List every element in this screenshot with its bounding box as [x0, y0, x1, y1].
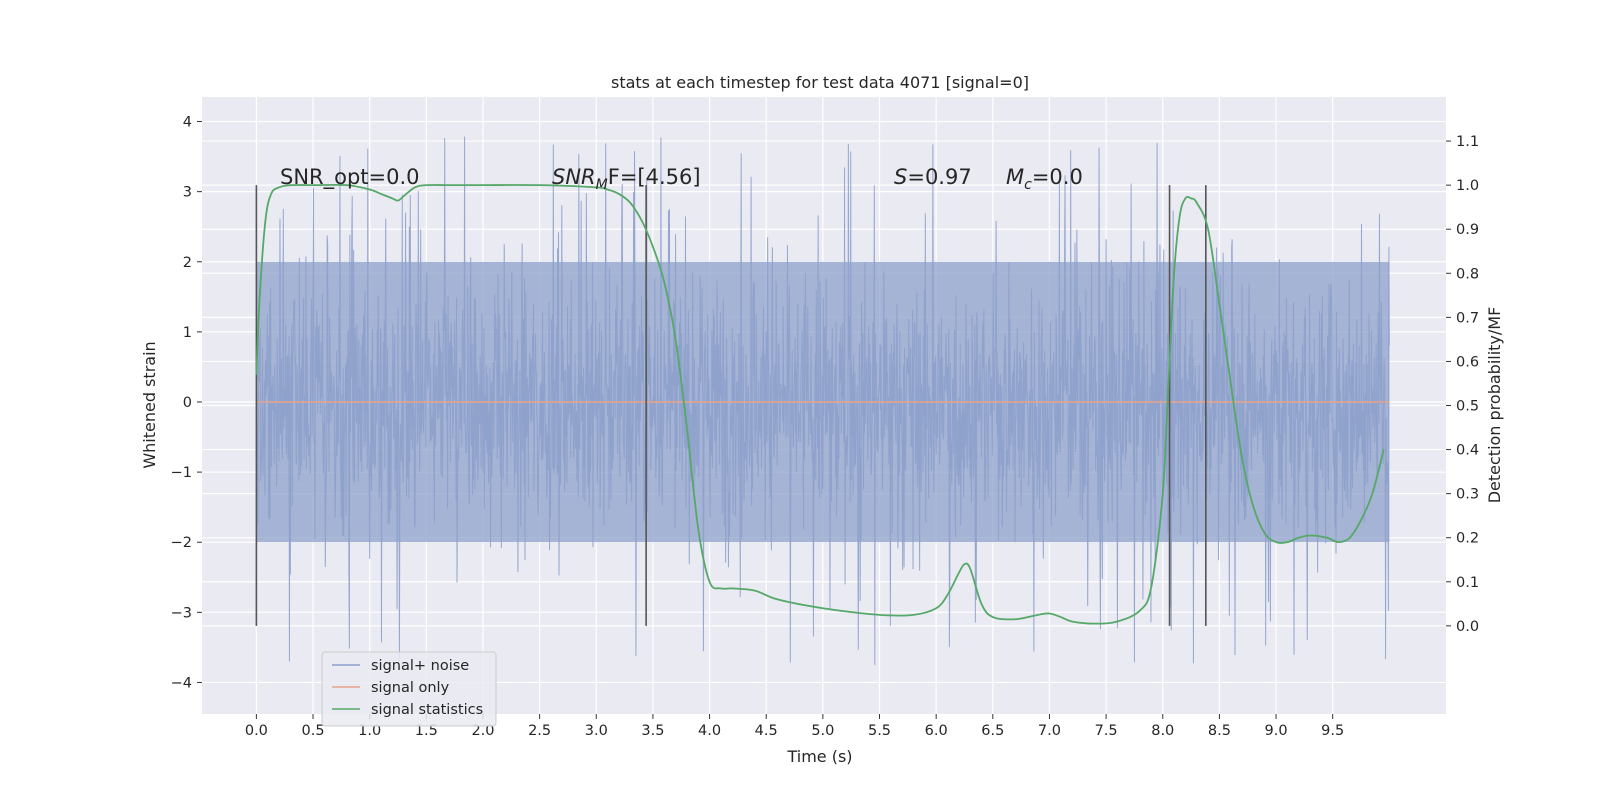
y-tick-label-right: 0.9 — [1456, 222, 1479, 238]
y-tick-label-right: 0.0 — [1456, 619, 1479, 635]
y-tick-label-left: −3 — [171, 605, 192, 621]
y-axis-label-right: Detection probability/MF — [1485, 307, 1504, 504]
y-tick-label-right: 0.8 — [1456, 266, 1479, 282]
x-tick-label: 2.0 — [471, 723, 494, 739]
annotation-snr-mf-rest: F=[4.56] — [608, 165, 701, 189]
x-tick-label: 5.5 — [868, 723, 891, 739]
x-tick-label: 3.0 — [585, 723, 608, 739]
legend: signal+ noise signal only signal statist… — [321, 651, 497, 727]
annotation-snr-mf-sub: M — [596, 177, 608, 193]
x-tick-label: 8.5 — [1208, 723, 1231, 739]
y-tick-label-right: 0.3 — [1456, 487, 1479, 503]
annotation-snr-opt: SNR_opt=0.0 — [280, 165, 420, 190]
annotation-mc-sub: c — [1024, 177, 1032, 193]
y-tick-label-right: 0.4 — [1456, 443, 1479, 459]
y-tick-label-right: 0.5 — [1456, 399, 1479, 415]
x-tick-label: 1.0 — [358, 723, 381, 739]
y-tick-label-right: 0.6 — [1456, 354, 1479, 370]
annotation-s-label: S — [894, 165, 907, 189]
x-tick-label: 3.5 — [641, 723, 664, 739]
x-tick-label: 4.0 — [698, 723, 721, 739]
legend-label-signal-noise: signal+ noise — [371, 658, 469, 674]
y-axis-label-left: Whitened strain — [140, 341, 159, 468]
annotation-mc-base: M — [1006, 165, 1024, 189]
x-tick-label: 6.0 — [925, 723, 948, 739]
annotation-s: S=0.97 — [894, 165, 972, 189]
x-tick-label: 4.5 — [755, 723, 778, 739]
legend-label-signal-statistics: signal statistics — [371, 702, 483, 718]
legend-box — [321, 651, 497, 727]
annotations: SNR_opt=0.0 SNRMF=[4.56] S=0.97 Mc=0.0 — [280, 165, 1083, 193]
y-tick-label-left: −4 — [171, 675, 192, 691]
y-tick-label-left: 1 — [183, 325, 192, 341]
x-tick-label: 0.0 — [245, 723, 268, 739]
y-tick-label-left: −2 — [171, 535, 192, 551]
x-tick-label: 9.0 — [1265, 723, 1288, 739]
y-tick-label-right: 1.1 — [1456, 134, 1479, 150]
vertical-markers — [255, 185, 1207, 626]
annotation-s-value: =0.97 — [907, 165, 971, 189]
x-tick-label: 8.0 — [1151, 723, 1174, 739]
y-tick-label-left: 4 — [183, 115, 192, 131]
x-axis-label: Time (s) — [786, 747, 852, 766]
x-tick-label: 0.5 — [301, 723, 324, 739]
y-tick-label-right: 1.0 — [1456, 178, 1479, 194]
y-tick-label-right: 0.1 — [1456, 575, 1479, 591]
signal-statistics-series — [255, 183, 1385, 625]
y-tick-label-right: 0.2 — [1456, 531, 1479, 547]
annotation-mc-value: =0.0 — [1032, 165, 1083, 189]
signal-statistics-line — [255, 183, 1385, 625]
y-tick-label-left: 0 — [183, 395, 192, 411]
annotation-snr-mf-base: SNR — [552, 165, 596, 189]
x-tick-label: 7.0 — [1038, 723, 1061, 739]
ticks: 0.0 0.5 1.0 1.5 2.0 2.5 3.0 3.5 4.0 4.5 5.0 5.5 6.0 6… — [171, 115, 1479, 739]
x-tick-label: 6.5 — [981, 723, 1004, 739]
x-tick-label: 9.5 — [1321, 723, 1344, 739]
y-tick-label-right: 0.7 — [1456, 310, 1479, 326]
x-tick-label: 1.5 — [415, 723, 438, 739]
x-tick-label: 7.5 — [1095, 723, 1118, 739]
annotation-mc: Mc=0.0 — [1006, 165, 1083, 193]
x-tick-label: 2.5 — [528, 723, 551, 739]
legend-label-signal-only: signal only — [371, 680, 450, 696]
annotation-snr-mf: SNRMF=[4.56] — [552, 165, 701, 193]
y-tick-label-left: −1 — [171, 465, 192, 481]
chart-title: stats at each timestep for test data 407… — [611, 73, 1029, 92]
signal-noise-line — [255, 136, 1390, 666]
y-tick-label-left: 2 — [183, 255, 192, 271]
x-tick-label: 5.0 — [811, 723, 834, 739]
y-tick-label-left: 3 — [183, 185, 192, 201]
